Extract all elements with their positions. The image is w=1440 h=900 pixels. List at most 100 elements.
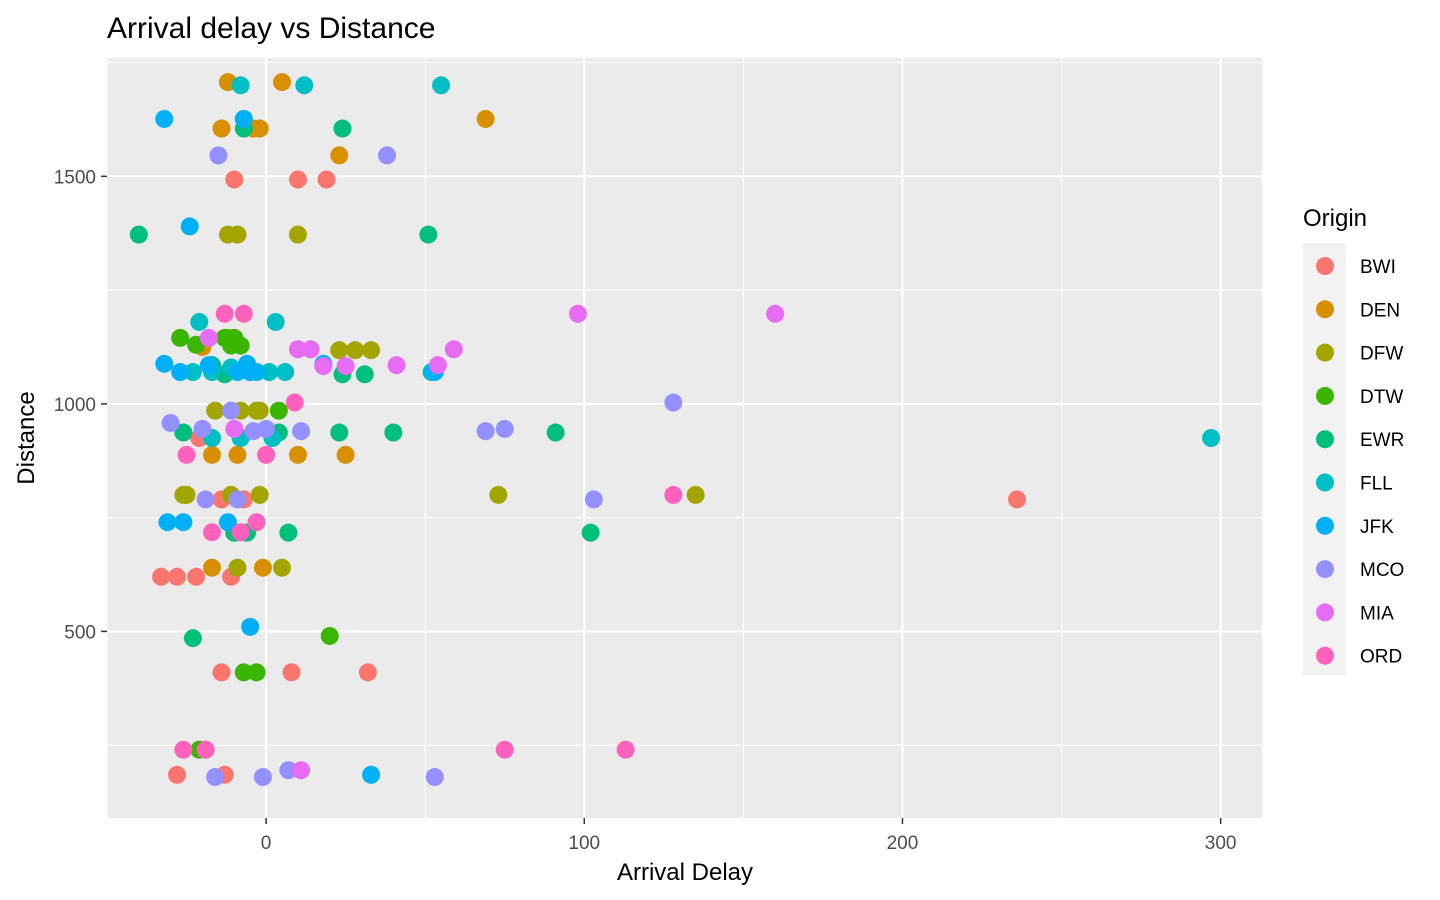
- legend-key-den: [1316, 300, 1334, 319]
- data-point: [206, 401, 225, 420]
- data-point: [218, 513, 237, 532]
- data-point: [346, 341, 365, 360]
- data-point: [288, 170, 307, 189]
- x-tick-label: 100: [568, 833, 600, 854]
- data-point: [206, 768, 225, 787]
- data-point: [686, 485, 705, 504]
- data-point: [330, 423, 349, 442]
- data-point: [174, 513, 193, 532]
- legend-label: DEN: [1360, 300, 1400, 321]
- legend-label: FLL: [1360, 474, 1393, 495]
- data-point: [228, 490, 247, 509]
- data-point: [212, 119, 231, 138]
- data-point: [225, 419, 244, 438]
- data-point: [155, 354, 174, 373]
- data-point: [215, 304, 234, 323]
- y-tick-label: 1500: [54, 167, 96, 188]
- data-point: [231, 76, 250, 95]
- data-point: [193, 419, 212, 438]
- data-point: [292, 761, 311, 780]
- data-point: [190, 312, 209, 331]
- data-point: [495, 419, 514, 438]
- data-point: [196, 740, 215, 759]
- data-point: [199, 356, 218, 375]
- legend-label: EWR: [1360, 430, 1404, 451]
- data-point: [292, 422, 311, 441]
- data-point: [247, 513, 266, 532]
- data-point: [330, 146, 349, 165]
- legend-label: MCO: [1360, 560, 1404, 581]
- legend-key-fll: [1316, 473, 1334, 492]
- data-point: [171, 328, 190, 347]
- data-point: [234, 109, 253, 128]
- data-point: [355, 365, 374, 384]
- data-point: [187, 567, 206, 586]
- y-axis-ticks: 500 1000 1500: [54, 167, 107, 643]
- y-tick-label: 1000: [54, 395, 96, 416]
- data-point: [158, 513, 177, 532]
- data-point: [419, 225, 438, 244]
- data-point: [279, 761, 298, 780]
- data-point: [330, 341, 349, 360]
- data-point: [336, 445, 355, 464]
- legend-label: JFK: [1360, 517, 1394, 538]
- data-point: [177, 485, 196, 504]
- data-point: [425, 768, 444, 787]
- data-point: [336, 357, 355, 376]
- y-axis-title: Distance: [13, 391, 40, 484]
- data-point: [428, 356, 447, 375]
- x-axis-title: Arrival Delay: [617, 859, 753, 886]
- data-point: [362, 765, 381, 784]
- legend-key-mco: [1316, 560, 1334, 579]
- data-point: [253, 558, 272, 577]
- series-mco: [161, 146, 683, 787]
- data-point: [314, 357, 333, 376]
- legend-label: MIA: [1360, 603, 1394, 624]
- data-point: [387, 356, 406, 375]
- data-point: [288, 340, 307, 359]
- data-point: [279, 523, 298, 542]
- data-point: [489, 485, 508, 504]
- legend-key-dtw: [1316, 386, 1334, 405]
- data-point: [250, 401, 269, 420]
- data-point: [250, 485, 269, 504]
- legend-key-ewr: [1316, 430, 1334, 449]
- grid-minor: [106, 58, 1262, 818]
- data-point: [174, 740, 193, 759]
- legend-key-bwi: [1316, 257, 1334, 275]
- data-point: [199, 328, 218, 347]
- data-point: [161, 413, 180, 432]
- data-point: [266, 312, 285, 331]
- data-point: [664, 393, 683, 412]
- legend: Origin BWI DEN DFW DTW EWR FLL JFK MCO MIA ORD: [1303, 205, 1404, 675]
- y-tick-label: 500: [64, 622, 96, 643]
- data-point: [257, 445, 276, 464]
- data-points: [129, 73, 1221, 787]
- data-point: [228, 558, 247, 577]
- data-point: [225, 170, 244, 189]
- legend-label: BWI: [1360, 257, 1396, 278]
- data-point: [276, 363, 295, 382]
- data-point: [362, 341, 381, 360]
- data-point: [247, 663, 266, 682]
- legend-key-ord: [1316, 646, 1334, 665]
- data-point: [1202, 429, 1221, 447]
- data-point: [288, 225, 307, 244]
- data-point: [174, 423, 193, 442]
- x-tick-label: 0: [261, 833, 272, 854]
- x-tick-label: 300: [1205, 833, 1237, 854]
- data-point: [664, 485, 683, 504]
- data-point: [581, 523, 600, 542]
- data-point: [203, 445, 221, 464]
- data-point: [476, 109, 495, 128]
- series-mia: [199, 304, 785, 780]
- data-point: [168, 567, 186, 586]
- chart-title: Arrival delay vs Distance: [107, 12, 435, 45]
- data-point: [183, 363, 202, 382]
- data-point: [285, 393, 304, 412]
- data-point: [228, 225, 247, 244]
- data-point: [203, 558, 221, 577]
- data-point: [247, 363, 266, 382]
- data-point: [209, 146, 228, 165]
